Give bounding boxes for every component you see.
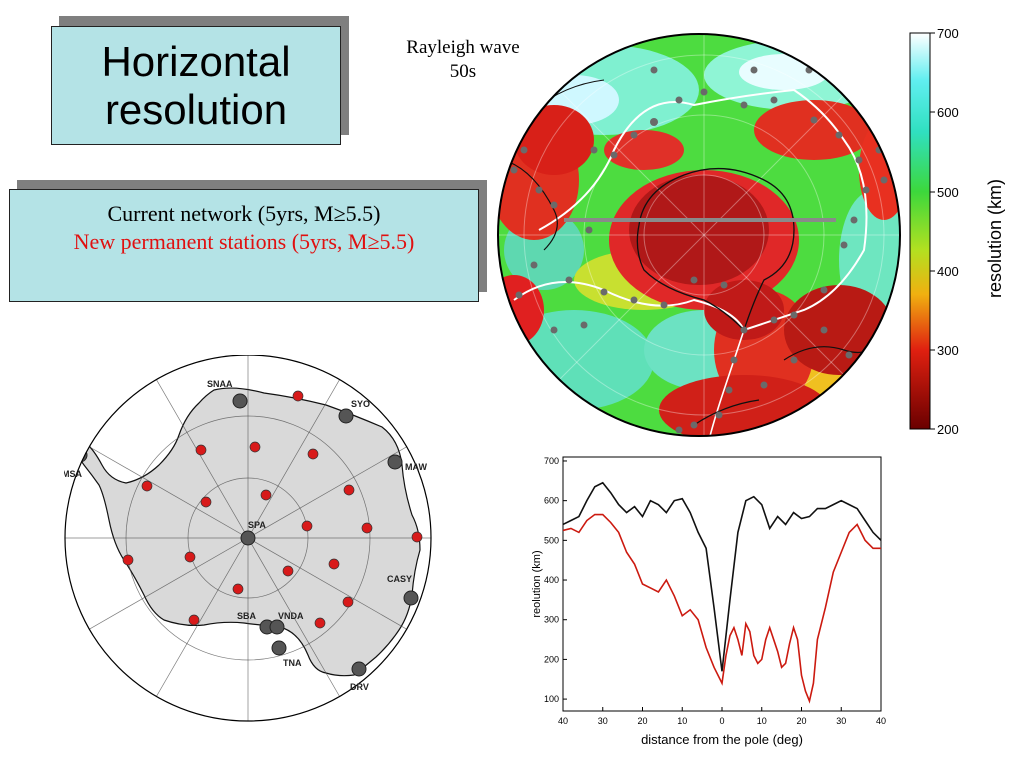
station-label-sba: SBA (237, 611, 257, 621)
new-station-marker (188, 614, 200, 626)
new-station-marker (343, 484, 355, 496)
chart-x-tick-label: 20 (637, 716, 647, 726)
new-station-marker (301, 520, 313, 532)
station-marker-maw (387, 454, 403, 470)
chart-x-tick-label: 20 (796, 716, 806, 726)
station-label-vnda: VNDA (278, 611, 304, 621)
chart-series-group (562, 481, 882, 704)
chart-y-tick-label: 300 (544, 615, 559, 625)
colorbar-tick-400: 400 (937, 264, 959, 279)
resolution-globe-map (497, 33, 901, 437)
chart-series-line-2 (562, 513, 881, 704)
chart-y-tick-label: 700 (544, 456, 559, 466)
current-network-label: Current network (5yrs, M≥5.5) (107, 201, 381, 226)
title-line-1: Horizontal (101, 37, 291, 85)
new-station-marker (328, 558, 340, 570)
title-box: Horizontal resolution (51, 26, 341, 145)
new-stations-label: New permanent stations (5yrs, M≥5.5) (73, 229, 415, 254)
rayleigh-wave-label: Rayleigh wave 50s (378, 36, 548, 84)
colorbar-label: resolution (km) (985, 179, 1005, 298)
station-label-spa: SPA (248, 520, 266, 530)
chart-y-tick-label: 500 (544, 535, 559, 545)
chart-x-tick-label: 30 (836, 716, 846, 726)
new-station-marker (342, 596, 354, 608)
colorbar-tick-500: 500 (937, 185, 959, 200)
chart-y-tick-label: 200 (544, 654, 559, 664)
station-label-casy: CASY (387, 574, 412, 584)
new-station-marker (184, 551, 196, 563)
chart-y-ticks: 100 200 300 400 500 600 700 (544, 456, 567, 704)
resolution-colorbar: 700 600 500 400 300 200 resolution (km) (909, 28, 1005, 437)
chart-x-axis-label: distance from the pole (deg) (641, 732, 803, 747)
chart-plot-area (562, 456, 882, 712)
station-label-maw: MAW (405, 462, 428, 472)
new-station-marker (249, 441, 261, 453)
new-station-marker (122, 554, 134, 566)
chart-x-ticks: 40 30 20 10 0 10 20 30 40 (558, 707, 886, 726)
station-label-tna: TNA (283, 658, 302, 668)
new-station-marker (282, 565, 294, 577)
rayleigh-wave-line-2: 50s (449, 61, 477, 82)
station-marker-vnda (269, 619, 285, 635)
chart-x-tick-label: 10 (757, 716, 767, 726)
chart-x-tick-label: 40 (876, 716, 886, 726)
colorbar-tick-700: 700 (937, 28, 959, 41)
rayleigh-wave-line-1: Rayleigh wave (406, 37, 520, 58)
chart-x-tick-label: 10 (677, 716, 687, 726)
antarctica-station-map: SNAA SYO MAW PMSA SPA CASY SBA VNDA TNA … (64, 355, 432, 722)
new-station-marker (307, 448, 319, 460)
station-marker-syo (338, 408, 354, 424)
station-label-snaa: SNAA (207, 379, 233, 389)
new-station-marker (314, 617, 326, 629)
new-station-marker (292, 390, 304, 402)
station-marker-spa (240, 530, 256, 546)
network-legend-box: Current network (5yrs, M≥5.5) New perman… (9, 189, 479, 302)
chart-x-tick-label: 30 (598, 716, 608, 726)
station-label-pmsa: PMSA (64, 469, 83, 479)
chart-y-tick-label: 600 (544, 496, 559, 506)
new-station-marker (141, 480, 153, 492)
chart-x-tick-label: 40 (558, 716, 568, 726)
station-marker-casy (403, 590, 419, 606)
resolution-profile-chart: 40 30 20 10 0 10 20 30 40 100200300400500600700 … (531, 456, 886, 747)
colorbar-tick-300: 300 (937, 343, 959, 358)
chart-y-tick-label: 100 (544, 694, 559, 704)
chart-y-axis-label: reolution (km) (531, 550, 543, 617)
chart-series-line-1 (562, 481, 882, 672)
new-station-marker (411, 531, 423, 543)
colorbar-tick-600: 600 (937, 105, 959, 120)
station-marker-tna (271, 640, 287, 656)
station-marker-snaa (232, 393, 248, 409)
new-station-marker (260, 489, 272, 501)
chart-y-tick-label: 400 (544, 575, 559, 585)
station-label-syo: SYO (351, 399, 370, 409)
new-station-marker (195, 444, 207, 456)
station-marker-drv (351, 661, 367, 677)
new-station-marker (200, 496, 212, 508)
new-station-marker (361, 522, 373, 534)
station-label-drv: DRV (350, 682, 369, 692)
colorbar-tick-200: 200 (937, 422, 959, 437)
chart-x-tick-label: 0 (719, 716, 724, 726)
new-station-marker (232, 583, 244, 595)
title-line-2: resolution (104, 85, 288, 133)
